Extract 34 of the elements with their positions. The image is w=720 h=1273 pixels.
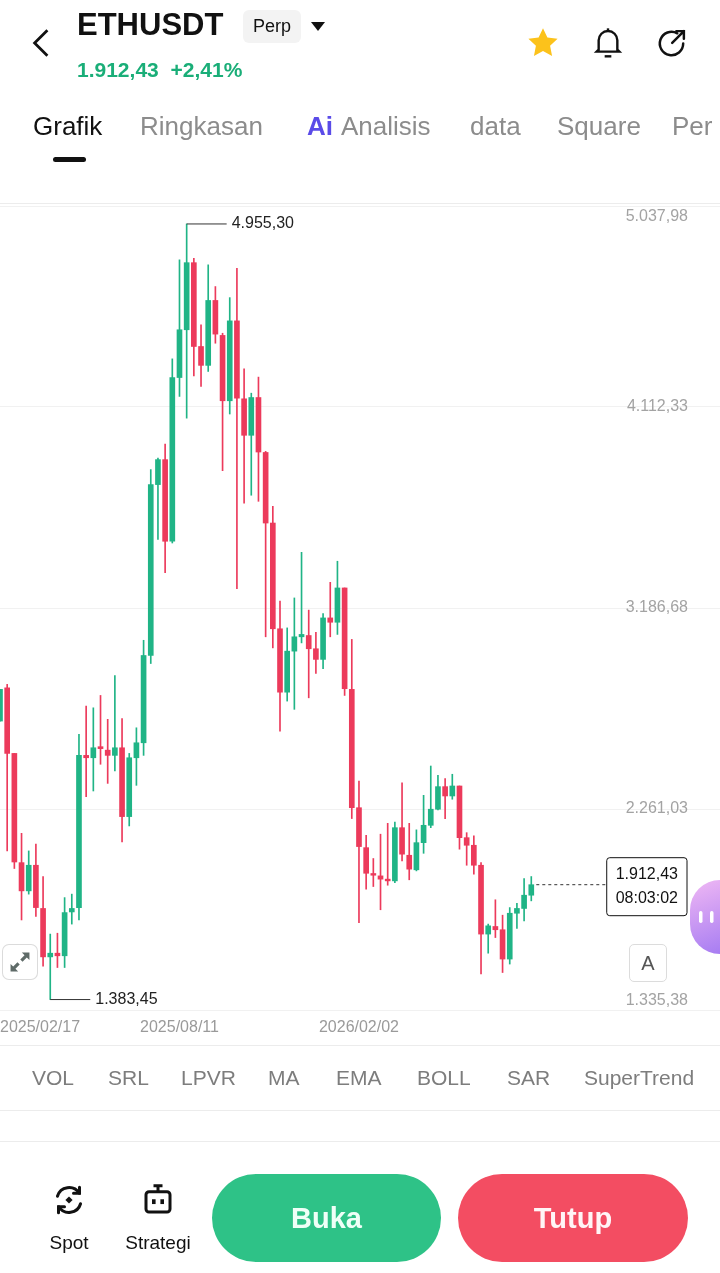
text: Buka: [291, 1202, 362, 1234]
text: Perp: [252, 16, 292, 36]
text: Strategi: [125, 1232, 191, 1253]
text: SuperTrend: [584, 1066, 695, 1089]
y-tick-label: 3.186,68: [625, 598, 689, 616]
annotation: 1.383,45: [95, 989, 158, 1007]
y-tick-label: 1.335,38: [625, 991, 689, 1009]
text: LPVR: [181, 1066, 236, 1089]
text: SRL: [108, 1066, 149, 1089]
text: Ai: [307, 111, 333, 141]
annotation: 4.955,30: [231, 214, 295, 232]
text: Per: [672, 111, 713, 141]
text: VOL: [32, 1066, 75, 1089]
y-tick-label: 4.112,33: [626, 397, 689, 415]
ref-line-label: 1.912,43 08:03:02: [615, 865, 679, 907]
text: Square: [557, 111, 641, 141]
text: Analisis: [341, 111, 431, 141]
y-tick-label: 2.261,03: [625, 799, 689, 817]
x-tick-label: 2026/02/02: [318, 1018, 400, 1036]
text: BOLL: [417, 1066, 471, 1089]
x-tick-label: 2025/08/11: [140, 1018, 220, 1036]
annotation: A: [641, 952, 655, 974]
chart-subtitle: 1.912,43 +2,41%: [77, 58, 243, 81]
text: Tutup: [533, 1202, 613, 1234]
text: Ringkasan: [140, 111, 263, 141]
text: MA: [268, 1066, 300, 1089]
y-tick-label: 5.037,98: [625, 207, 689, 225]
text: EMA: [336, 1066, 382, 1089]
text: data: [470, 111, 521, 141]
text: Grafik: [33, 111, 103, 141]
chart-title: ETHUSDT: [77, 7, 224, 42]
text: SAR: [507, 1066, 551, 1089]
x-tick-label: 2025/02/17: [0, 1018, 81, 1036]
text: Spot: [49, 1232, 89, 1253]
